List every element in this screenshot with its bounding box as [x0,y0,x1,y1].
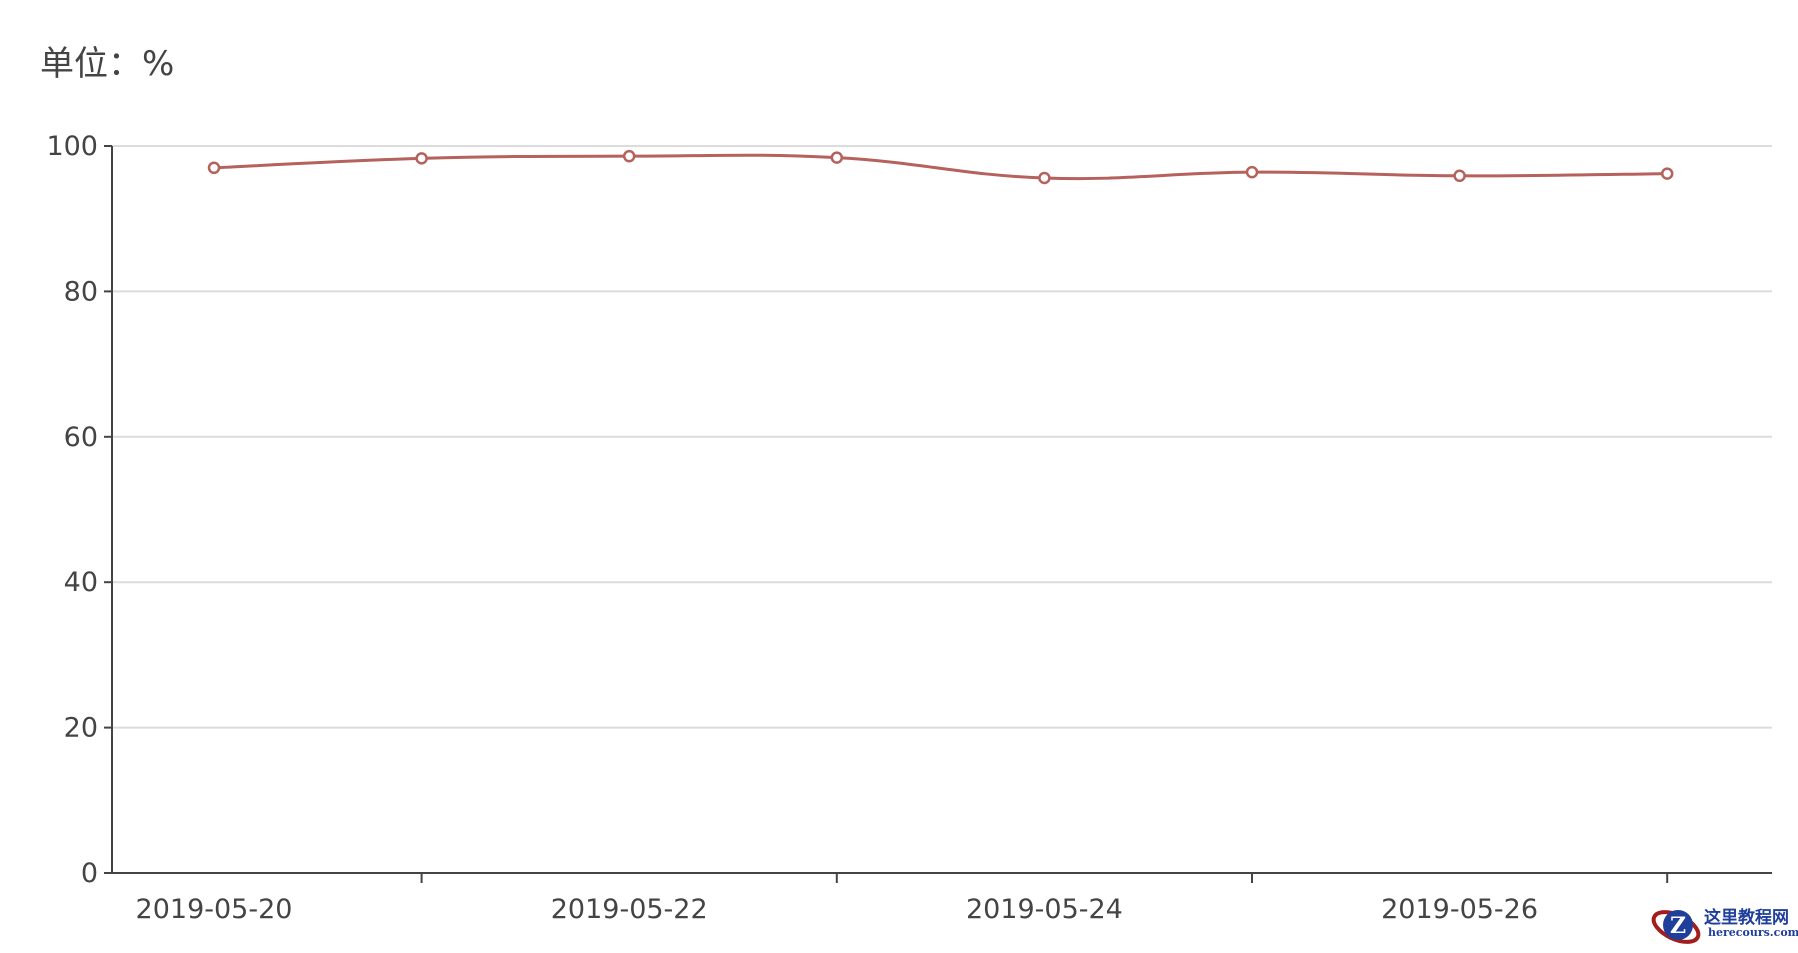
y-tick-label: 100 [46,131,98,162]
y-tick-label: 40 [64,567,98,598]
data-point [830,151,844,164]
data-point [622,149,636,163]
x-tick-label: 2019-05-20 [136,894,293,925]
logo-icon: Z [1651,910,1701,944]
x-tick-label: 2019-05-24 [966,894,1123,925]
unit-label: 单位：% [40,44,175,84]
y-tick-label: 80 [64,276,98,307]
y-tick-label: 20 [64,713,98,744]
series-line [213,153,1668,181]
data-point [1245,165,1259,179]
data-point [1038,171,1051,185]
watermark-logo: Z 这里教程网 herecours.com [1650,905,1798,953]
y-tick-label: 0 [81,858,98,889]
y-tick-label: 60 [64,422,98,453]
svg-text:Z: Z [1670,913,1686,939]
x-tick-label: 2019-05-26 [1381,894,1538,925]
data-point [1453,169,1466,183]
data-point [1660,167,1674,180]
data-point [207,161,221,175]
watermark-title: 这里教程网 [1704,908,1789,928]
x-tick-label: 2019-05-22 [551,894,708,925]
data-point [415,152,428,165]
watermark-subtitle: herecours.com [1708,926,1798,939]
